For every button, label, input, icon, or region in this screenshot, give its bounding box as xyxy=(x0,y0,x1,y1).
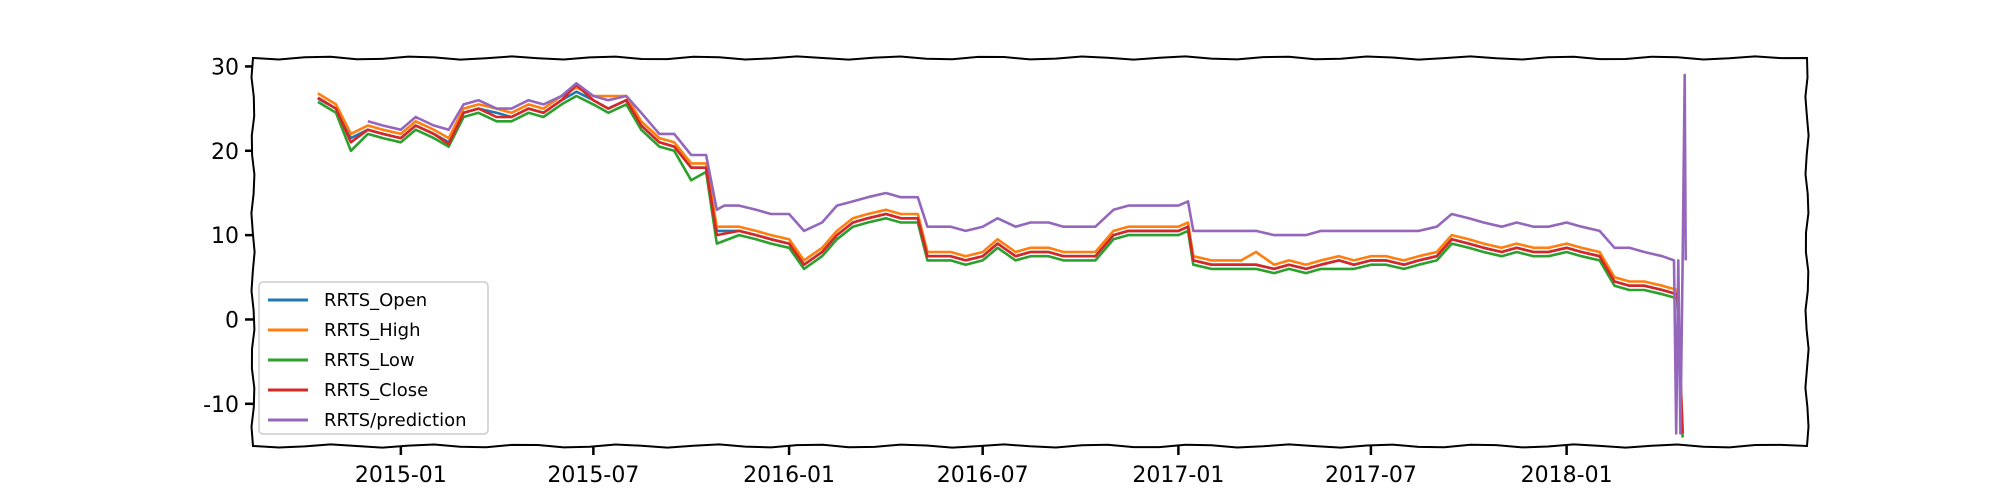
legend-label: RRTS_Low xyxy=(324,350,415,371)
x-tick-label: 2018-01 xyxy=(1521,463,1613,488)
legend-box xyxy=(258,281,489,435)
y-tick-label: 0 xyxy=(225,308,239,333)
legend-entry: RRTS/prediction xyxy=(268,410,467,431)
x-tick-label: 2016-01 xyxy=(743,463,835,488)
x-tick-label: 2015-01 xyxy=(355,463,447,488)
series-line-rrts-open xyxy=(317,90,1684,434)
legend: RRTS_Open RRTS_High RRTS_Low RRTS_Close RRTS… xyxy=(258,281,489,435)
series-layer xyxy=(317,73,1687,438)
x-tick-label: 2016-07 xyxy=(937,463,1029,488)
legend-label: RRTS/prediction xyxy=(324,410,467,431)
y-tick-label: -10 xyxy=(203,393,239,418)
series-line-rrts-low xyxy=(317,94,1684,438)
legend-label: RRTS_High xyxy=(324,320,421,341)
y-tick-label: 20 xyxy=(211,140,239,165)
legend-entry: RRTS_Open xyxy=(268,290,427,311)
legend-entry: RRTS_Close xyxy=(268,380,428,401)
y-tick-label: 10 xyxy=(211,224,239,249)
x-tick-label: 2017-07 xyxy=(1325,463,1417,488)
legend-label: RRTS_Close xyxy=(324,380,428,401)
legend-label: RRTS_Open xyxy=(324,290,427,311)
axes-frame xyxy=(250,55,1810,449)
series-line-rrts-high xyxy=(317,86,1684,430)
series-line-rrts-close xyxy=(317,83,1684,434)
series-line-rrts-prediction xyxy=(367,73,1687,435)
ticks-layer: 30 20 10 0 -10 2015-01 2015-07 2016-01 2016-07 20… xyxy=(203,55,1613,488)
x-tick-label: 2017-01 xyxy=(1132,463,1224,488)
x-tick-label: 2015-07 xyxy=(547,463,639,488)
legend-entry: RRTS_High xyxy=(268,320,421,341)
legend-entry: RRTS_Low xyxy=(268,350,415,371)
y-tick-label: 30 xyxy=(211,55,239,80)
